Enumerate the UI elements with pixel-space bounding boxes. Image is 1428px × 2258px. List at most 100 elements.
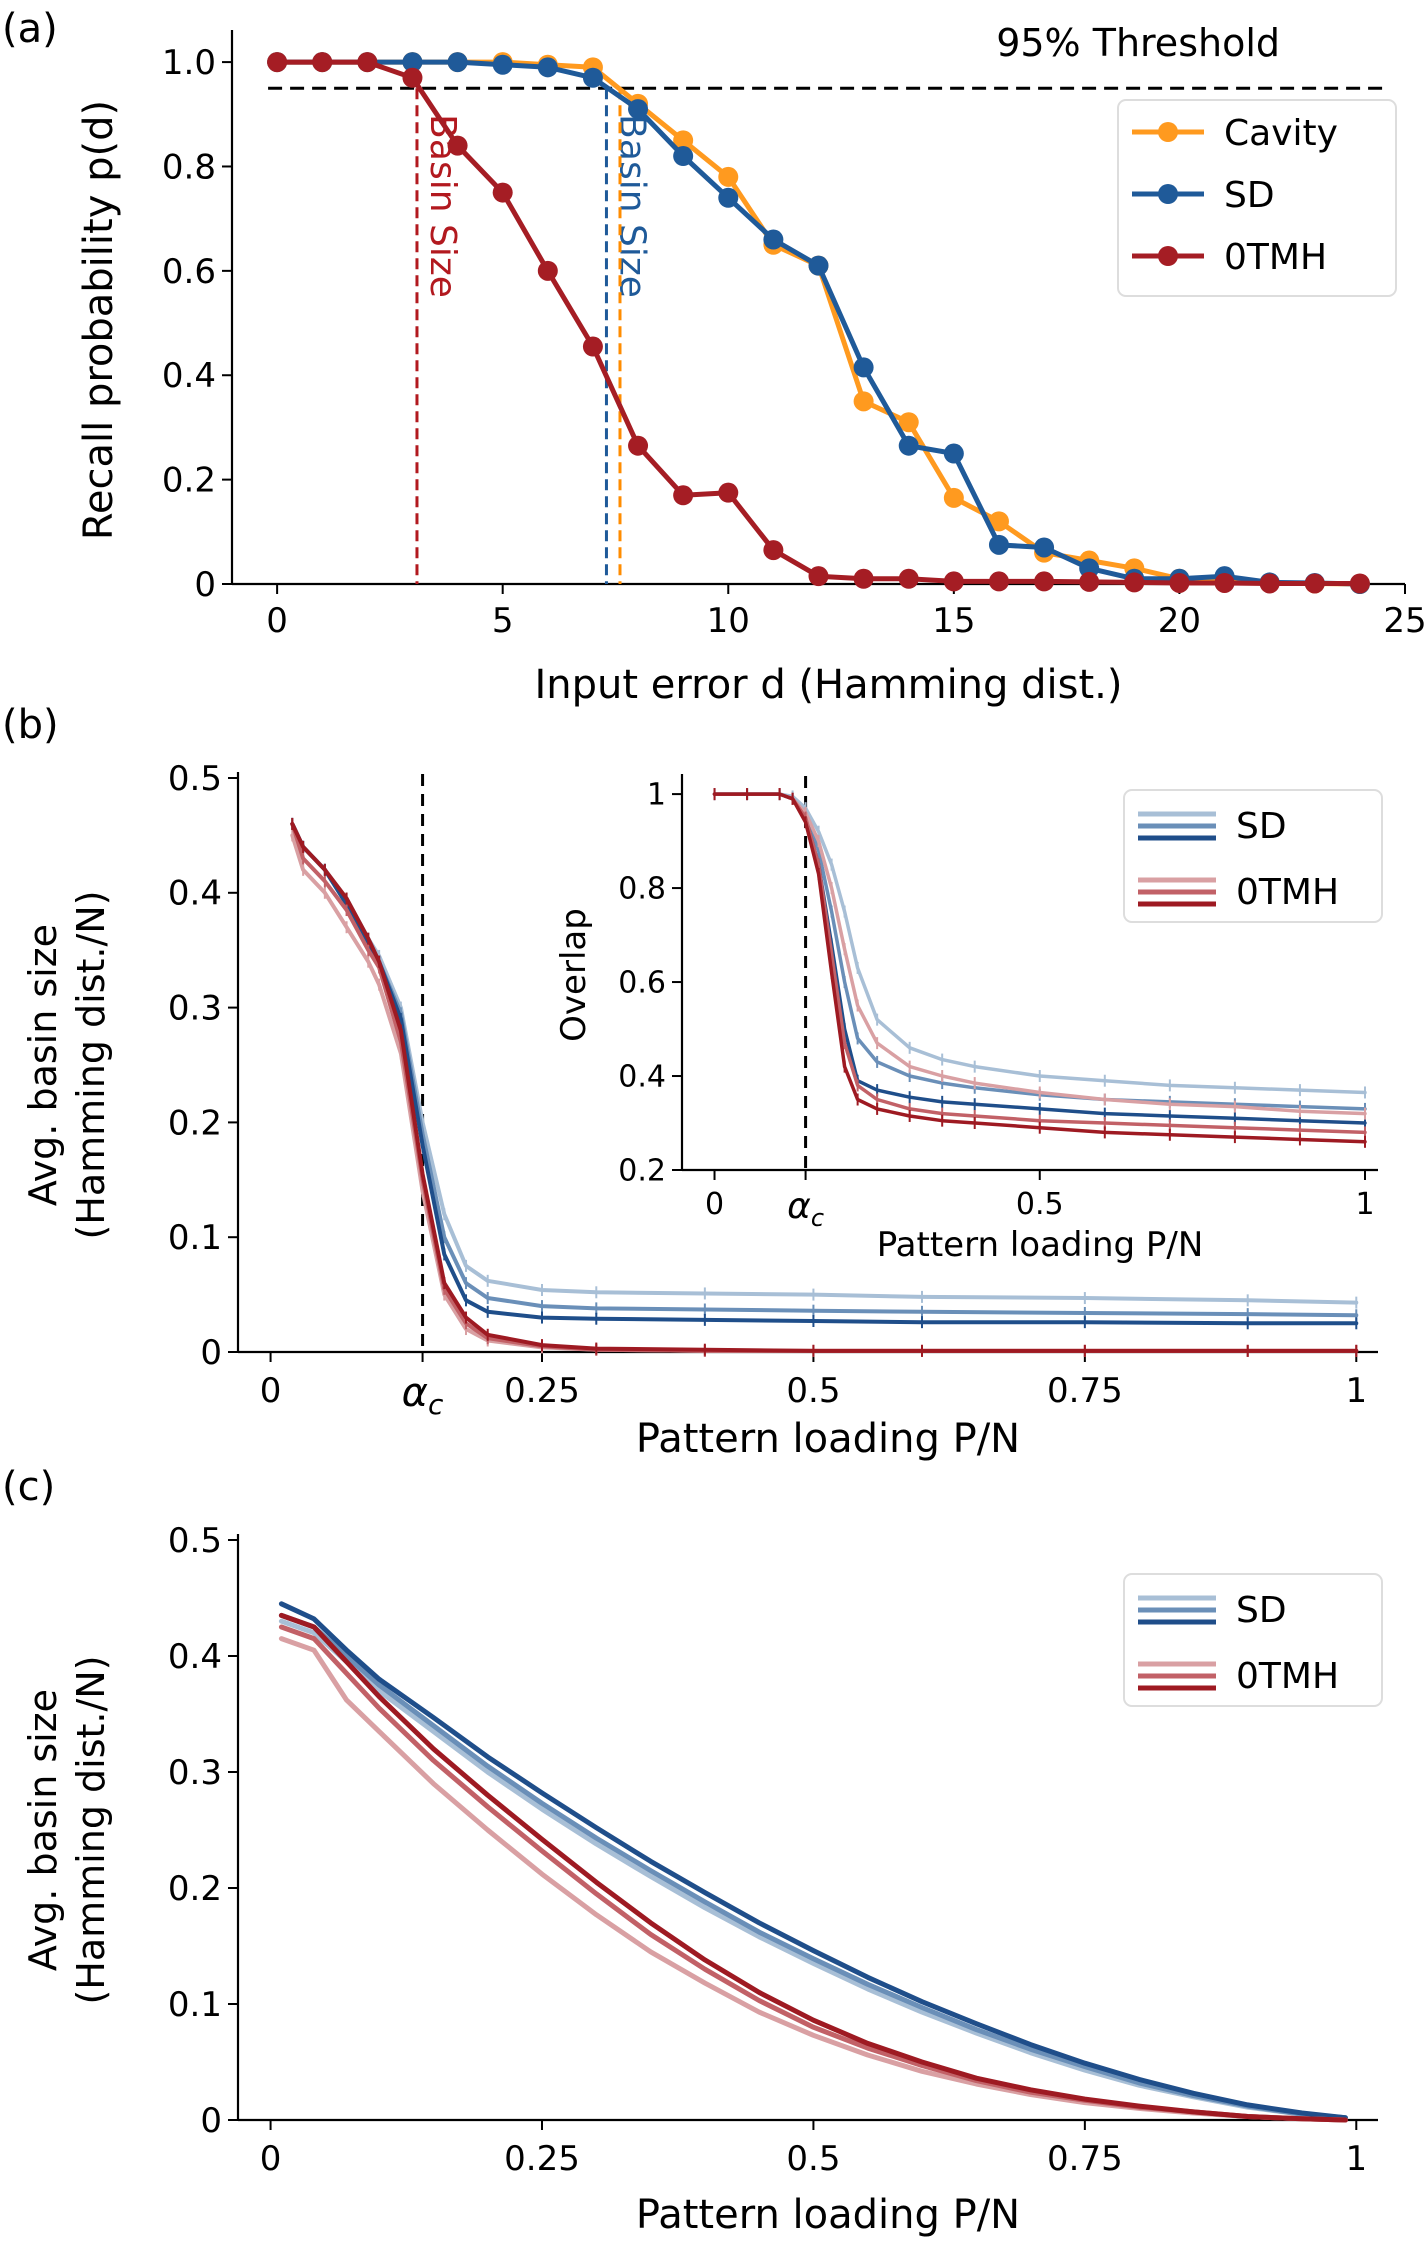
legend-box: [1123, 1573, 1383, 1707]
data-point-0tmh: [943, 571, 964, 592]
legend-label: 0TMH: [1224, 237, 1327, 278]
y-tick-label: 0.1: [168, 1985, 222, 2025]
data-point-sd: [537, 57, 558, 78]
data-point-cavity: [718, 166, 739, 187]
data-point-0tmh: [1304, 573, 1325, 594]
legend: Cavity SD 0TMH: [1117, 99, 1397, 297]
y-tick-label: 0.4: [168, 1637, 222, 1677]
data-point-0tmh: [402, 67, 423, 88]
y-tick-label: 0.8: [618, 872, 666, 907]
x-tick-label-alpha-c: αc: [787, 1186, 824, 1232]
x-tick-label: 0: [260, 2139, 282, 2179]
y-tick-label: 0.4: [162, 356, 216, 396]
y-tick-label: 0.6: [618, 966, 666, 1001]
data-point-0tmh: [267, 52, 288, 73]
y-axis-label: Avg. basin size: [21, 924, 65, 1206]
data-point-sd: [582, 67, 603, 88]
x-tick-label: 25: [1383, 601, 1426, 641]
y-axis-label: Recall probability p(d): [76, 100, 122, 540]
data-point-0tmh: [1169, 572, 1190, 593]
y-tick-label: 0.6: [162, 252, 216, 292]
data-point-0tmh: [673, 485, 694, 506]
legend-label: SD: [1236, 806, 1287, 847]
x-tick-label: 10: [707, 601, 750, 641]
y-tick-label: 0: [200, 2101, 222, 2141]
data-point-sd: [898, 435, 919, 456]
basin-marker-label: Basin Size: [611, 114, 652, 298]
legend-label: SD: [1224, 175, 1275, 216]
y-tick-label: 0.5: [168, 759, 222, 799]
series-line-sd: [278, 1601, 1348, 2121]
y-axis-label-line2: (Hamming dist./N): [69, 890, 113, 1239]
series-line-0tmh: [278, 1636, 1348, 2123]
data-point-sd: [492, 54, 513, 75]
x-tick-label-alpha-c: αc: [402, 1370, 444, 1421]
panel-label-c: (c): [2, 1464, 55, 1510]
y-axis-label: Avg. basin size: [21, 1689, 65, 1971]
data-point-0tmh: [1349, 573, 1370, 594]
x-tick-label: 0.5: [1016, 1187, 1064, 1222]
x-tick-label: 0.25: [504, 2139, 580, 2179]
data-point-0tmh: [1079, 571, 1100, 592]
data-point-sd: [718, 187, 739, 208]
data-point-cavity: [988, 511, 1009, 532]
y-tick-label: 1: [647, 778, 666, 813]
inset-x-axis-label: Pattern loading P/N: [877, 1225, 1204, 1265]
y-tick-label: 0.4: [168, 874, 222, 914]
data-point-0tmh: [1214, 572, 1235, 593]
y-tick-label: 0: [200, 1333, 222, 1373]
legend-label: 0TMH: [1236, 1656, 1339, 1697]
x-tick-label: 0.5: [786, 2139, 840, 2179]
data-point-cavity: [898, 412, 919, 433]
data-point-0tmh: [763, 540, 784, 561]
data-point-cavity: [943, 487, 964, 508]
data-point-sd: [853, 357, 874, 378]
data-point-0tmh: [537, 260, 558, 281]
data-point-0tmh: [628, 435, 649, 456]
y-axis-label-line2: (Hamming dist./N): [69, 1655, 113, 2004]
x-axis-label: Pattern loading P/N: [636, 2192, 1020, 2238]
x-tick-label: 1: [1345, 2139, 1367, 2179]
panel-label-b: (b): [2, 702, 59, 748]
y-tick-label: 0.1: [168, 1218, 222, 1258]
y-tick-label: 0: [194, 565, 216, 605]
y-tick-label: 1.0: [162, 43, 216, 83]
data-point-0tmh: [988, 571, 1009, 592]
data-point-0tmh: [312, 52, 333, 73]
x-tick-label-alpha-c-subscript: c: [811, 1204, 824, 1232]
data-point-sd: [763, 229, 784, 250]
x-axis-label: Pattern loading P/N: [636, 1416, 1020, 1462]
y-tick-label: 0.3: [168, 989, 222, 1029]
data-point-0tmh: [1124, 572, 1145, 593]
inset-y-axis-label: Overlap: [554, 908, 594, 1042]
data-point-0tmh: [808, 566, 829, 587]
legend-label: SD: [1236, 1590, 1287, 1631]
x-tick-label: 0: [705, 1187, 724, 1222]
legend: SD 0TMH: [1123, 789, 1383, 923]
data-point-0tmh: [718, 482, 739, 503]
y-tick-label: 0.2: [162, 461, 216, 501]
data-point-0tmh: [1259, 573, 1280, 594]
x-axis-label: Input error d (Hamming dist.): [535, 662, 1123, 708]
y-tick-label: 0.3: [168, 1753, 222, 1793]
y-tick-label: 0.4: [618, 1060, 666, 1095]
data-point-sd: [988, 534, 1009, 555]
legend-swatch-marker: [1158, 122, 1178, 142]
data-point-sd: [1034, 537, 1055, 558]
legend-label: 0TMH: [1236, 872, 1339, 913]
y-tick-label: 0.5: [168, 1521, 222, 1561]
data-point-sd: [402, 52, 423, 73]
series-line-0tmh: [278, 1612, 1348, 2123]
x-tick-label: 0.25: [504, 1371, 580, 1411]
data-point-0tmh: [898, 568, 919, 589]
panel-c: 0 0.25 0.5 0.75 1 0 0.1 0.2 0.3 0.4 0.5 SD 0TMH Patte…: [21, 1521, 1383, 2238]
x-tick-label: 1: [1355, 1187, 1374, 1222]
x-tick-label: 0: [266, 601, 288, 641]
panel-label-a: (a): [2, 6, 58, 52]
legend-swatch-marker: [1158, 184, 1178, 204]
data-point-0tmh: [1034, 571, 1055, 592]
panel-b-inset: 0 αc 0.5 1 0.2 0.4 0.6 0.8 1 Pattern loading P/N O…: [554, 774, 1383, 1265]
data-point-0tmh: [853, 568, 874, 589]
legend: SD 0TMH: [1123, 1573, 1383, 1707]
